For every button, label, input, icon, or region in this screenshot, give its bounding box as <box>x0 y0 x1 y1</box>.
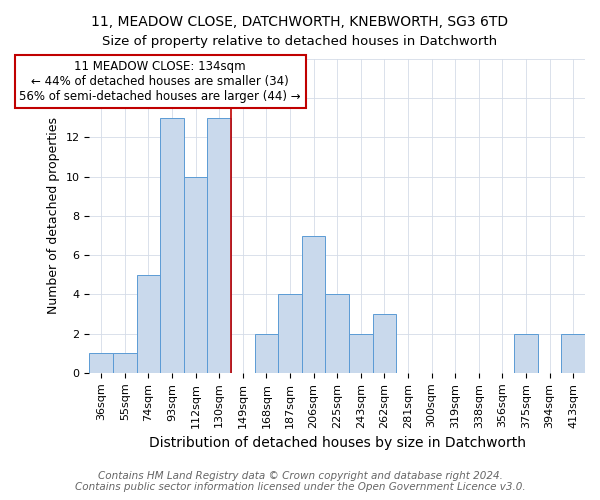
X-axis label: Distribution of detached houses by size in Datchworth: Distribution of detached houses by size … <box>149 436 526 450</box>
Bar <box>254 334 278 373</box>
Bar <box>514 334 538 373</box>
Bar <box>89 354 113 373</box>
Bar <box>208 118 231 373</box>
Bar <box>113 354 137 373</box>
Text: 11, MEADOW CLOSE, DATCHWORTH, KNEBWORTH, SG3 6TD: 11, MEADOW CLOSE, DATCHWORTH, KNEBWORTH,… <box>91 15 509 29</box>
Bar <box>562 334 585 373</box>
Bar <box>325 294 349 373</box>
Text: Contains HM Land Registry data © Crown copyright and database right 2024.
Contai: Contains HM Land Registry data © Crown c… <box>74 471 526 492</box>
Bar <box>373 314 396 373</box>
Bar <box>184 176 208 373</box>
Bar <box>160 118 184 373</box>
Bar <box>278 294 302 373</box>
Bar <box>302 236 325 373</box>
Text: Size of property relative to detached houses in Datchworth: Size of property relative to detached ho… <box>103 35 497 48</box>
Y-axis label: Number of detached properties: Number of detached properties <box>47 118 60 314</box>
Bar <box>137 275 160 373</box>
Text: 11 MEADOW CLOSE: 134sqm
← 44% of detached houses are smaller (34)
56% of semi-de: 11 MEADOW CLOSE: 134sqm ← 44% of detache… <box>19 60 301 103</box>
Bar <box>349 334 373 373</box>
